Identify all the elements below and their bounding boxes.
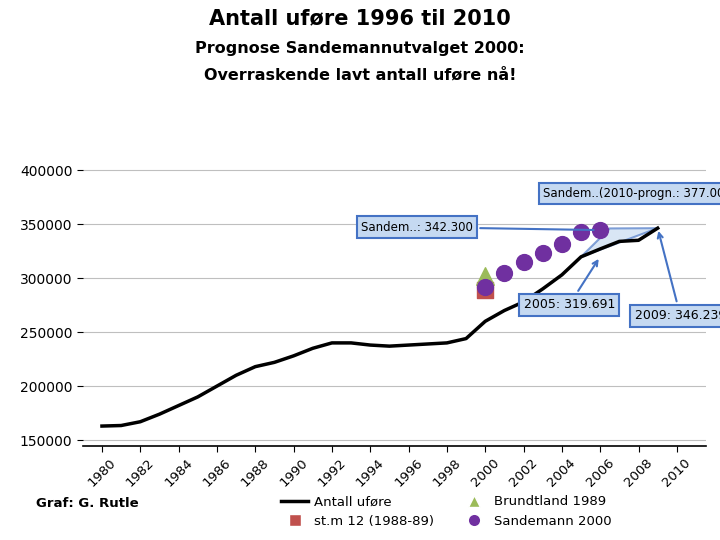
Point — [595, 226, 606, 234]
Point — [480, 282, 491, 291]
Text: 2009: 346.239: 2009: 346.239 — [635, 233, 720, 322]
Legend: Antall uføre, st.m 12 (1988-89), Brundtland 1989, Sandemann 2000: Antall uføre, st.m 12 (1988-89), Brundtl… — [282, 495, 611, 528]
Text: Prognose Sandemannutvalget 2000:: Prognose Sandemannutvalget 2000: — [195, 40, 525, 56]
Text: Sandem..: 342.300: Sandem..: 342.300 — [361, 220, 593, 234]
Text: 2005: 319.691: 2005: 319.691 — [523, 261, 615, 312]
Point — [480, 286, 491, 294]
Point — [575, 228, 587, 237]
Text: Overraskende lavt antall uføre nå!: Overraskende lavt antall uføre nå! — [204, 68, 516, 83]
Point — [499, 268, 510, 277]
Point — [537, 249, 549, 258]
Polygon shape — [581, 228, 657, 257]
Text: Sandem..(2010-progn.: 377.000: Sandem..(2010-progn.: 377.000 — [543, 187, 720, 200]
Text: Antall uføre 1996 til 2010: Antall uføre 1996 til 2010 — [209, 8, 511, 28]
Point — [480, 272, 491, 280]
Text: Graf: G. Rutle: Graf: G. Rutle — [36, 497, 139, 510]
Point — [556, 239, 567, 248]
Point — [671, 191, 683, 199]
Point — [518, 258, 529, 266]
